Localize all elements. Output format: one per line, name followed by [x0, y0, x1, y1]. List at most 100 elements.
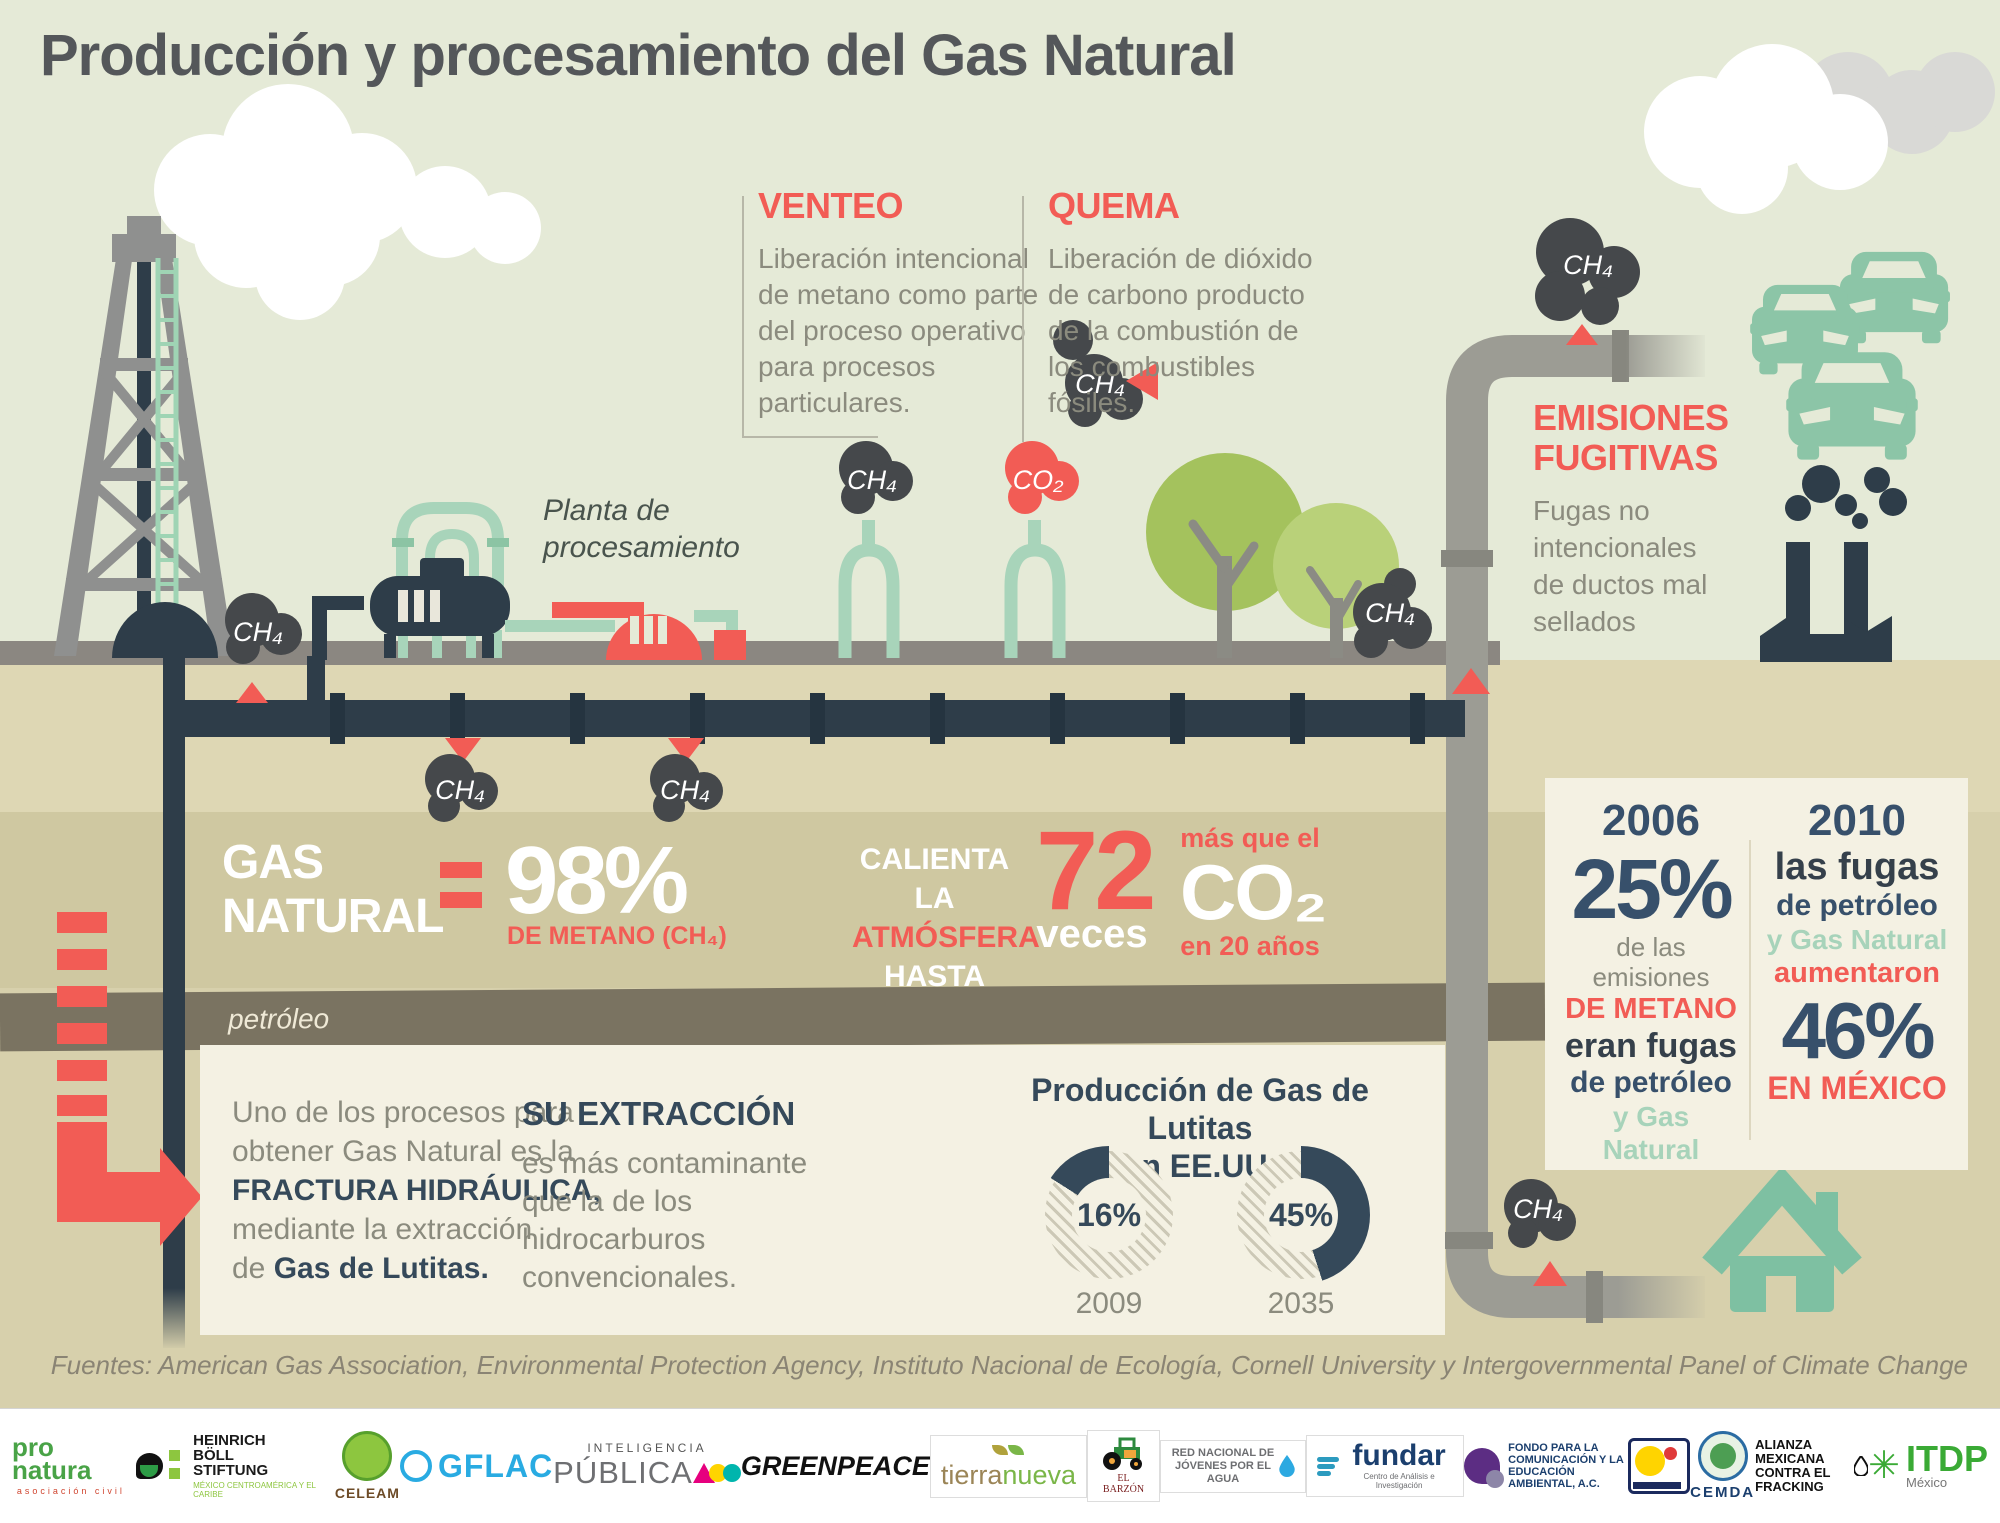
stats-2006: 2006 25% de las emisiones DE METANO eran…: [1561, 796, 1741, 1166]
quema-note: QUEMA Liberación de dióxido de carbono p…: [1048, 185, 1323, 421]
fugitivas-line: Fugas no: [1533, 495, 1650, 526]
ch4-label: CH₄: [435, 775, 485, 805]
stats-2010: 2010 las fugas de petróleo y Gas Natural…: [1761, 796, 1953, 1106]
logo-greenpeace: GREENPEACE: [740, 1450, 930, 1481]
quema-line: de carbono producto: [1048, 279, 1305, 310]
times-word: veces: [1036, 912, 1148, 956]
leak-arrow-left: [1126, 362, 1158, 400]
publica-circle-icon: [722, 1464, 741, 1482]
logo-cemda: CEMDA: [1690, 1431, 1755, 1501]
celeam-leaf-icon: [342, 1431, 393, 1481]
co2-label: CO₂: [1013, 465, 1065, 495]
derrick-ladder: [155, 258, 179, 648]
logo-fundar: fundar Centro de Análisis e Investigació…: [1305, 1435, 1465, 1497]
logo-inteligencia-publica: INTELIGENCIA PÚBLICA: [553, 1441, 741, 1491]
divider-line: [1022, 196, 1024, 442]
ch4-label: CH₄: [847, 465, 897, 495]
ch4-cloud-wellhead: CH₄: [225, 593, 302, 703]
leak-arrow-up: [1566, 324, 1598, 345]
leak-arrow-down: [668, 738, 704, 762]
publica-circle-icon: [708, 1464, 727, 1482]
well-downpipe: [163, 648, 185, 1348]
logo-emblem: [1628, 1438, 1691, 1494]
itdp-star-icon: ✳: [1868, 1445, 1900, 1487]
pipe-collar: [1441, 550, 1493, 567]
quema-line: Liberación de dióxido: [1048, 243, 1313, 274]
processing-plant: [312, 502, 746, 660]
cemda-emblem-icon: [1697, 1431, 1748, 1481]
sources-line: Fuentes: American Gas Association, Envir…: [50, 1350, 1968, 1380]
leak-arrow-up: [1452, 668, 1490, 694]
plant-dome: [606, 614, 702, 660]
fugitivas-heading: FUGITIVAS: [1533, 437, 1718, 478]
factory-icon: [1760, 465, 1907, 662]
trees: [1146, 453, 1399, 658]
logo-el-barzon: EL BARZÓN: [1086, 1430, 1160, 1502]
logo-alianza-fracking: ALIANZA MEXICANA CONTRA EL FRACKING: [1755, 1438, 1869, 1494]
donut-2009: 16% 2009: [1040, 1146, 1178, 1321]
leak-arrow-up: [1533, 1261, 1567, 1286]
emission-clouds: CH₄ CH₄ CH₄ CH₄ CO₂ CH₄: [225, 218, 1640, 1286]
extraction-text: SU EXTRACCIÓN es más contaminante que la…: [522, 1095, 808, 1294]
co2-cloud-flare: CO₂: [1005, 441, 1079, 514]
venteo-line: para procesos: [758, 351, 936, 382]
vent-stacks: [838, 520, 1066, 658]
venteo-line: Liberación intencional: [758, 243, 1029, 274]
ch4-cloud-house-pipe: CH₄: [1504, 1179, 1576, 1286]
fracking-arrow: [57, 912, 202, 1246]
donut-year-label: 2035: [1267, 1287, 1335, 1320]
fugitivas-line: sellados: [1533, 606, 1636, 637]
page-title: Producción y procesamiento del Gas Natur…: [40, 23, 1237, 88]
logo-itdp: ✳ ITDP México: [1868, 1437, 1988, 1490]
quema-line: fósiles.: [1048, 387, 1136, 418]
quema-line: los combustibles: [1048, 351, 1255, 382]
ch4-cloud-pipe-1: CH₄: [425, 738, 498, 822]
gflac-circle-icon: [399, 1450, 432, 1482]
fracking-info-panel: Uno de los procesos para obtener Gas Nat…: [200, 1045, 1445, 1335]
donut-year-label: 2009: [1075, 1287, 1143, 1320]
divider-line: [742, 196, 744, 436]
leaf-icon: [1008, 1444, 1025, 1455]
clouds-white: [154, 44, 1995, 320]
leak-arrow-up: [236, 682, 268, 703]
fundar-waves-icon: [1316, 1455, 1339, 1478]
fondo-bird-icon: [1464, 1448, 1505, 1488]
logo-boell: HEINRICH BÖLL STIFTUNG MÉXICO CENTROAMÉR…: [163, 1433, 335, 1499]
donut-value: 16%: [1072, 1178, 1146, 1252]
times-number: 72: [1036, 808, 1157, 933]
pipe-collar: [1612, 330, 1629, 382]
quema-heading: QUEMA: [1048, 185, 1180, 226]
than-co2-text: más que el CO₂ en 20 años: [1180, 823, 1328, 961]
ch4-label: CH₄: [1563, 250, 1613, 280]
venteo-heading: VENTEO: [758, 185, 904, 226]
fracking-text: Uno de los procesos para obtener Gas Nat…: [232, 1096, 601, 1285]
ch4-cloud-vent: CH₄: [839, 441, 913, 514]
venteo-line: particulares.: [758, 387, 911, 418]
logo-gflac: GFLAC: [399, 1448, 553, 1485]
logo-tierranueva: tierranueva: [929, 1434, 1087, 1498]
pct-25: 25%: [1571, 842, 1733, 936]
panel-divider: [1749, 840, 1751, 1140]
gas-pipeline: [1441, 330, 1710, 1323]
ch4-label: CH₄: [1365, 598, 1415, 628]
wellhead-dome: [112, 602, 218, 658]
equals-bar: [440, 862, 482, 878]
water-drop-icon: [1854, 1456, 1869, 1476]
methane-percent: 98%: [505, 827, 689, 934]
leaf-icon: [992, 1444, 1009, 1455]
logo-celeam: CELEAM: [335, 1431, 400, 1501]
fugitivas-line: intencionales: [1533, 532, 1697, 563]
venteo-line: de metano como parte: [758, 279, 1039, 310]
venteo-line: del proceso operativo: [758, 315, 1026, 346]
leak-arrow-down: [445, 738, 481, 762]
divider-line: [742, 436, 878, 438]
ch4-cloud-pipe-crossing: CH₄: [1353, 568, 1490, 694]
warming-text: CALIENTA LA ATMÓSFERA HASTA: [852, 843, 1040, 993]
soil-band-dark: [0, 812, 1545, 988]
partner-logo-bar: pro natura asociación civil HEINRICH BÖL…: [0, 1408, 2000, 1523]
gas-natural-label: GAS NATURAL: [222, 836, 444, 943]
year-2006: 2006: [1602, 796, 1700, 845]
ch4-label: CH₄: [233, 617, 283, 647]
